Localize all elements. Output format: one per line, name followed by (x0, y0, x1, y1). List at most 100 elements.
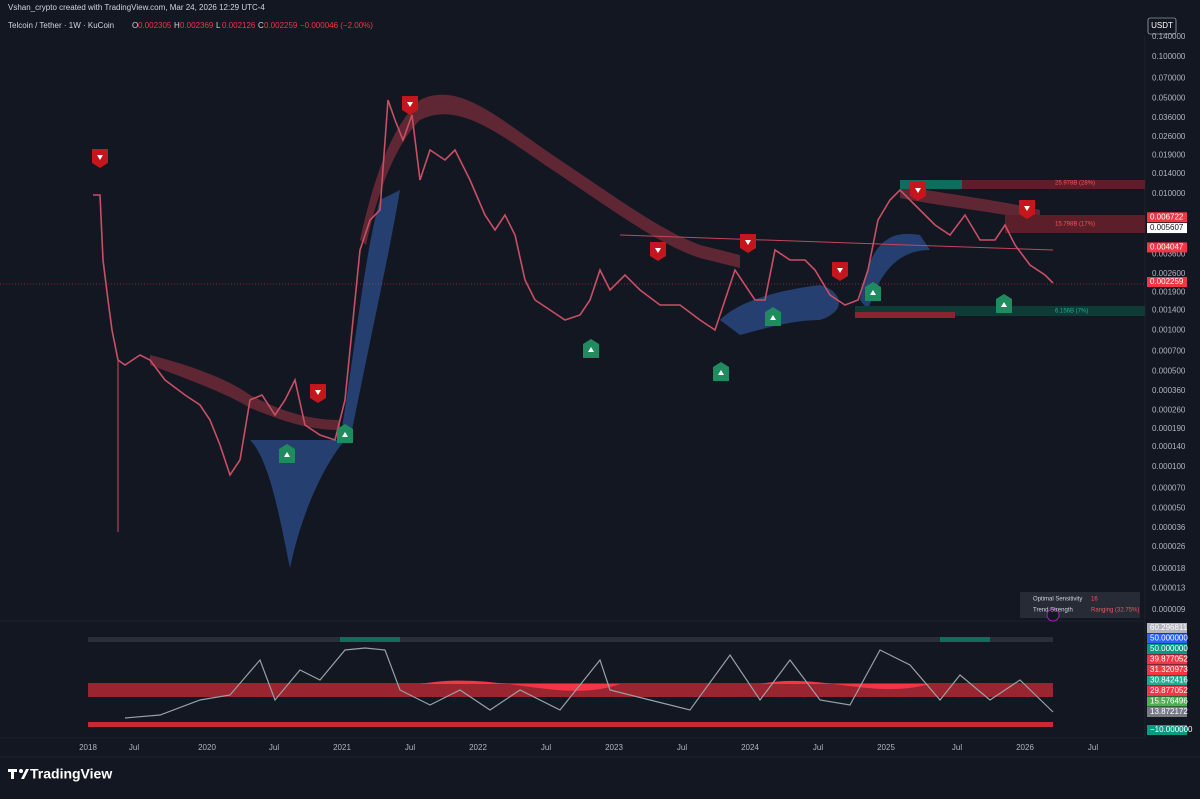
osc-tag-text: 60.296811 (1150, 623, 1188, 632)
price-axis-label: 0.014000 (1152, 169, 1186, 178)
osc-strip-seg (340, 637, 400, 642)
osc-tag (1147, 654, 1187, 665)
support-area (720, 285, 839, 335)
ohlc-label: C (258, 21, 264, 30)
price-axis-label: 0.003600 (1152, 249, 1186, 258)
time-axis-label: Jul (813, 743, 823, 752)
price-tag (1147, 212, 1187, 223)
osc-tag-text: 30.842416 (1150, 676, 1188, 685)
currency-box[interactable] (1147, 17, 1177, 35)
osc-band-peak (420, 680, 930, 691)
signal-arrow (284, 452, 290, 457)
price-axis-label: 0.001900 (1152, 287, 1186, 296)
signal-arrow (718, 370, 724, 375)
price-axis-label: 0.000036 (1152, 523, 1186, 532)
osc-tag-text: 50.000000 (1150, 634, 1188, 643)
supply-zone (1005, 215, 1145, 233)
price-axis-label: 0.000026 (1152, 542, 1186, 551)
zone-annotation: 15.798B (17%) (1055, 222, 1095, 228)
price-axis-label: 0.036000 (1152, 113, 1186, 122)
osc-tag-text: 31.320973 (1150, 665, 1188, 674)
zone-annotation: 25.978B (28%) (1055, 181, 1095, 187)
ohlc-value: 0.002259 (264, 21, 298, 30)
osc-tag (1147, 633, 1187, 644)
time-axis-label: 2024 (741, 743, 759, 752)
price-axis-label: 0.002600 (1152, 269, 1186, 278)
signal-arrow (315, 390, 321, 395)
info-value: 16 (1091, 597, 1098, 603)
moving-average (619, 234, 1054, 251)
signal-arrow (745, 240, 751, 245)
osc-tag-text: 15.576496 (1150, 697, 1188, 706)
price-axis-label: 0.001400 (1152, 306, 1186, 315)
zone-annotation: 6.156B (7%) (1055, 309, 1088, 315)
signal-arrow (655, 248, 661, 253)
osc-tag (1147, 707, 1187, 717)
signal-arrow (915, 188, 921, 193)
time-axis-label: 2022 (469, 743, 487, 752)
osc-tag (1147, 686, 1187, 696)
time-axis-label: 2018 (79, 743, 97, 752)
price-axis-label: 0.000700 (1152, 347, 1186, 356)
price-axis-label: 0.019000 (1152, 151, 1186, 160)
ohlc-value: 0.002369 (180, 21, 214, 30)
time-axis-label: 2026 (1016, 743, 1034, 752)
signal-arrow (407, 102, 413, 107)
support-area (340, 190, 400, 440)
time-axis-label: 2025 (877, 743, 895, 752)
signal-arrow (588, 347, 594, 352)
osc-tag (1147, 665, 1187, 675)
price-axis-label: 0.000070 (1152, 483, 1186, 492)
supply-zone (900, 180, 1145, 189)
osc-tag-text: −10.000000 (1150, 725, 1193, 734)
price-tag-text: 0.006722 (1150, 212, 1184, 221)
osc-bottom-strip (88, 722, 1053, 727)
supply-zone-head (900, 180, 962, 189)
demand-zone-head (855, 312, 955, 318)
price-axis-label: 0.000100 (1152, 462, 1186, 471)
price-axis-label: 0.010000 (1152, 189, 1186, 198)
support-area (250, 440, 345, 568)
time-axis-label: Jul (269, 743, 279, 752)
grid (0, 36, 1200, 758)
osc-tag (1147, 725, 1187, 735)
alert-icon[interactable] (1046, 608, 1060, 622)
price-tag-text: 0.005607 (1150, 223, 1184, 232)
price-axis-label: 0.000260 (1152, 405, 1186, 414)
signal-arrow (870, 290, 876, 295)
brand: TradingView (30, 766, 112, 782)
ohlc-label: O (132, 21, 138, 30)
price-axis-label: 0.026000 (1152, 132, 1186, 141)
currency[interactable]: USDT (1151, 21, 1173, 30)
oscillator-line (124, 647, 1054, 719)
osc-strip-seg (940, 637, 990, 642)
price-axis-label: 0.140000 (1152, 32, 1186, 41)
osc-top-strip (88, 637, 1053, 642)
attribution: Vshan_crypto created with TradingView.co… (8, 3, 265, 12)
price-path (93, 99, 1054, 477)
ohlc-label: H (174, 21, 180, 30)
time-axis-label: Jul (952, 743, 962, 752)
price-axis-label: 0.050000 (1152, 93, 1186, 102)
tv-logo (8, 769, 29, 779)
osc-tag (1147, 623, 1187, 633)
osc-tag (1147, 696, 1187, 707)
time-axis-label: Jul (129, 743, 139, 752)
price-axis-label: 0.000013 (1152, 583, 1186, 592)
osc-tag-text: 39.877052 (1150, 655, 1188, 664)
info-value: Ranging (32.75%) (1091, 608, 1139, 614)
symbol: Telcoin / Tether · 1W · KuCoin (8, 21, 114, 30)
signal-arrow (1001, 302, 1007, 307)
ohlc-value: 0.002126 (222, 21, 256, 30)
signal-arrow (837, 268, 843, 273)
price-axis-label: 0.070000 (1152, 73, 1186, 82)
price-tag (1147, 223, 1187, 234)
osc-tag-text: 50.000000 (1150, 644, 1188, 653)
info-label: Trend Strength (1033, 608, 1073, 614)
time-axis-label: 2023 (605, 743, 623, 752)
info-panel (1020, 592, 1140, 618)
signal-arrow (770, 315, 776, 320)
price-tag-text: 0.002259 (1150, 277, 1184, 286)
